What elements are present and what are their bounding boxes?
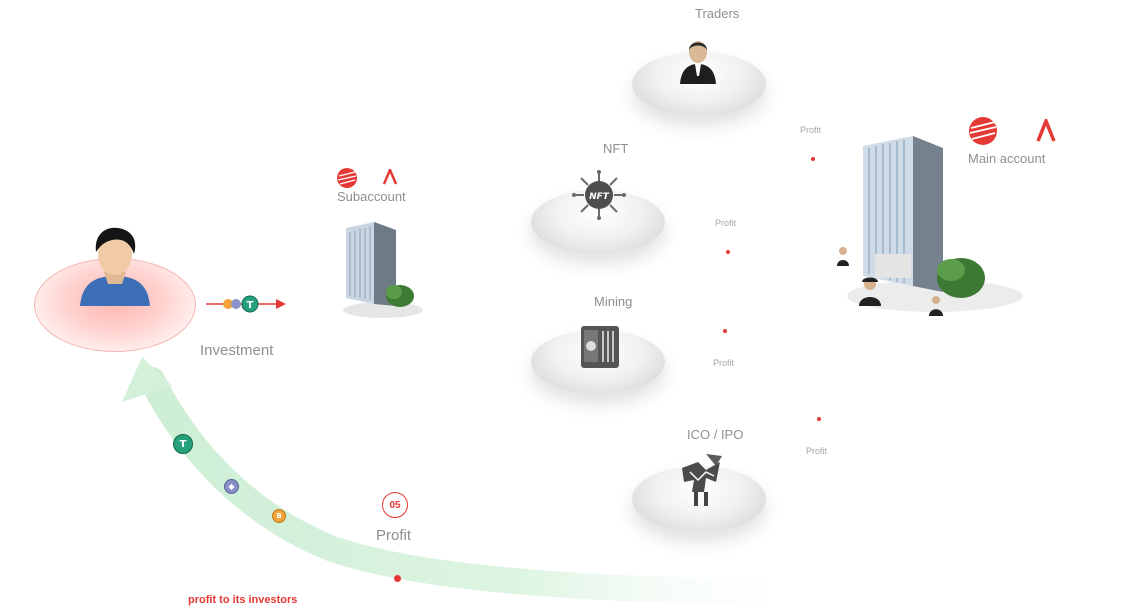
traders-label: Traders: [695, 6, 740, 21]
trader-icon: [678, 36, 718, 84]
main-brand-logo-icon: [968, 116, 998, 146]
lambda-logo-icon: [382, 166, 398, 185]
profit-dot: [811, 157, 815, 161]
ico-chart-icon: [676, 452, 728, 508]
ethereum-coin-icon: [231, 299, 241, 309]
profit-flow-dot: [394, 575, 401, 582]
ethereum-coin-icon: ◆: [224, 479, 239, 494]
profit-dot: [817, 417, 821, 421]
step-number-badge: 05: [382, 492, 408, 518]
subaccount-label: Subaccount: [337, 189, 406, 204]
tether-coin-icon: T: [173, 434, 193, 454]
step-number: 05: [389, 499, 401, 511]
tether-coin-icon: [241, 295, 259, 313]
brand-logo-icon: [336, 167, 358, 189]
investment-label: Investment: [200, 342, 274, 359]
mining-label: Mining: [594, 294, 633, 309]
mining-rig-icon: [578, 322, 622, 370]
main-building-icon: [835, 132, 1025, 318]
profit-label-main: Profit: [800, 125, 822, 135]
trader-figure-icon: [836, 246, 850, 266]
user-icon: [72, 224, 158, 312]
nft-chip-icon: NFT: [572, 170, 626, 220]
main-lambda-logo-icon: [1036, 116, 1056, 143]
bitcoin-coin-icon: [223, 299, 233, 309]
step-label: Profit: [376, 527, 412, 544]
bitcoin-coin-icon: B: [272, 509, 286, 523]
nft-label: NFT: [603, 141, 629, 156]
investment-coins-arrow: T: [206, 294, 290, 316]
profit-label-ico: Profit: [806, 446, 828, 456]
caption: profit to its investors: [188, 594, 298, 606]
trader-figure-icon: [928, 294, 944, 316]
profit-dot: [726, 250, 730, 254]
trader-figure-icon: [858, 276, 882, 306]
profit-label-mining: Profit: [713, 358, 735, 368]
profit-label-nft: Profit: [715, 218, 737, 228]
main-account-label: Main account: [968, 151, 1046, 166]
svg-text:T: T: [247, 300, 254, 311]
profit-dot: [723, 329, 727, 333]
subaccount-building-icon: [338, 218, 428, 320]
ico-label: ICO / IPO: [687, 427, 744, 442]
svg-text:NFT: NFT: [589, 192, 610, 202]
